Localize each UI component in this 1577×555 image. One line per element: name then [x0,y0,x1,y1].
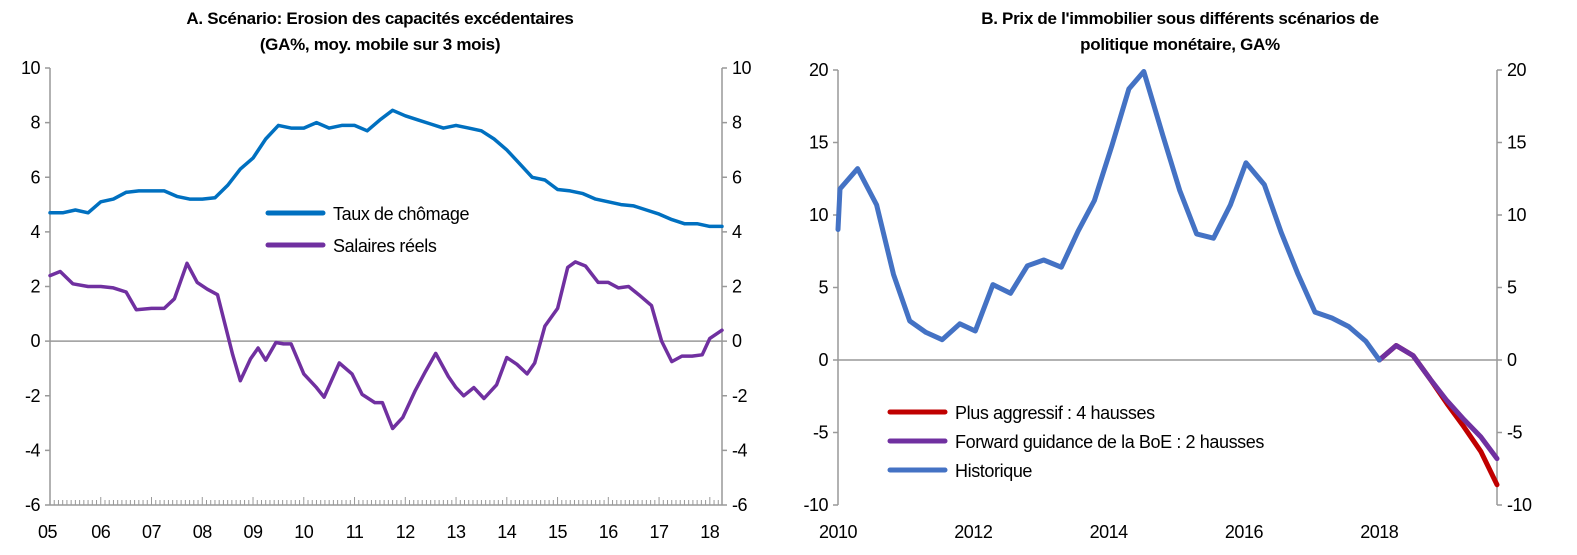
x-tick-label: 2014 [1090,522,1129,542]
y-tick-label-left: 20 [809,60,829,80]
y-tick-label-right: -6 [732,495,747,515]
y-tick-label-right: -4 [732,440,747,460]
y-tick-label-right: 5 [1507,278,1517,298]
y-tick-label-right: -5 [1507,423,1522,443]
legend-label: Salaires réels [333,236,437,256]
y-tick-label-right: 4 [732,222,742,242]
x-tick-label: 05 [38,522,58,542]
legend-label: Taux de chômage [333,204,469,224]
series-line-0 [1376,343,1500,488]
chart-title: B. Prix de l'immobilier sous différents … [981,9,1379,28]
y-tick-label-right: 0 [1507,350,1517,370]
x-tick-label: 09 [244,522,264,542]
y-tick-label-right: 2 [732,277,742,297]
x-tick-label: 08 [193,522,213,542]
y-tick-label-right: 8 [732,113,742,133]
x-tick-label: 18 [700,522,720,542]
series-line-1 [1376,343,1500,462]
y-tick-label-left: 0 [30,331,40,351]
legend-label: Forward guidance de la BoE : 2 hausses [955,432,1264,452]
y-tick-label-left: 8 [30,113,40,133]
x-tick-label: 13 [447,522,467,542]
x-tick-label: 11 [346,522,364,542]
x-tick-label: 16 [599,522,619,542]
y-tick-label-left: -10 [803,495,828,515]
y-tick-label-left: 15 [809,133,829,153]
chart-panel-b: B. Prix de l'immobilier sous différents … [803,9,1532,542]
y-tick-label-left: -2 [25,386,40,406]
y-tick-label-right: 0 [732,331,742,351]
x-tick-label: 14 [497,522,517,542]
y-tick-label-right: 6 [732,167,742,187]
series-line-1 [48,260,724,431]
x-tick-label: 2010 [819,522,858,542]
y-tick-label-left: 0 [818,350,828,370]
x-tick-label: 2018 [1360,522,1399,542]
y-tick-label-right: 20 [1507,60,1527,80]
y-tick-label-right: -10 [1507,495,1532,515]
y-tick-label-right: 10 [1507,205,1527,225]
y-tick-label-left: 6 [30,167,40,187]
y-tick-label-left: -4 [25,440,40,460]
y-tick-label-left: 5 [818,278,828,298]
y-tick-label-right: -2 [732,386,747,406]
series-line-0 [48,108,724,229]
x-tick-label: 12 [396,522,416,542]
x-tick-label: 2012 [954,522,993,542]
y-tick-label-left: -6 [25,495,40,515]
y-tick-label-right: 10 [732,58,752,78]
y-tick-label-left: 10 [21,58,41,78]
y-tick-label-left: -5 [813,423,828,443]
y-tick-label-left: 2 [30,277,40,297]
chart-title: A. Scénario: Erosion des capacités excéd… [186,9,573,28]
chart-panel-a: A. Scénario: Erosion des capacités excéd… [21,9,752,542]
legend-label: Historique [955,461,1032,481]
chart-subtitle: (GA%, moy. mobile sur 3 mois) [260,35,500,54]
x-tick-label: 10 [294,522,314,542]
legend-label: Plus aggressif : 4 hausses [955,403,1155,423]
y-tick-label-right: 15 [1507,133,1527,153]
series-line-2 [835,69,1382,363]
y-tick-label-left: 4 [30,222,40,242]
x-tick-label: 07 [142,522,162,542]
y-tick-label-left: 10 [809,205,829,225]
x-tick-label: 15 [548,522,568,542]
chart-subtitle: politique monétaire, GA% [1080,35,1280,54]
x-tick-label: 2016 [1225,522,1264,542]
x-tick-label: 06 [91,522,111,542]
x-tick-label: 17 [650,522,670,542]
